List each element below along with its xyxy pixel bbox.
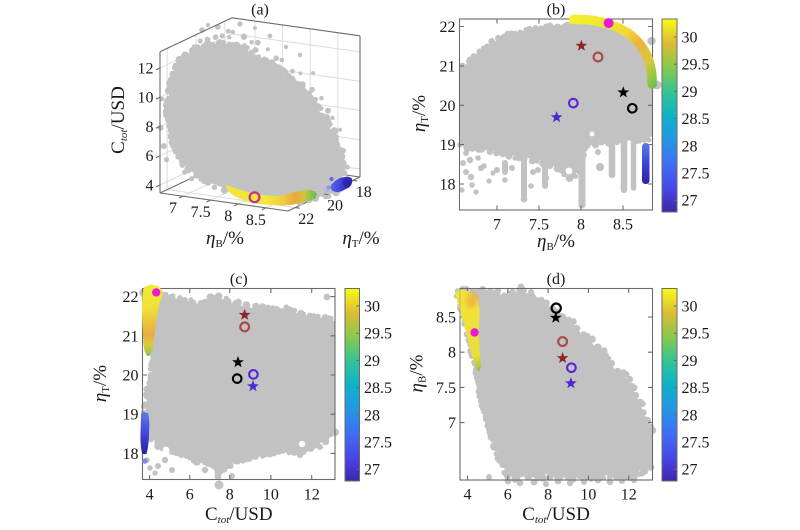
svg-text:28.5: 28.5 xyxy=(682,111,710,128)
svg-text:22: 22 xyxy=(298,211,314,228)
svg-text:8: 8 xyxy=(448,345,456,362)
svg-text:Ctot/USD: Ctot/USD xyxy=(522,504,590,526)
svg-text:7: 7 xyxy=(493,217,501,234)
svg-text:21: 21 xyxy=(123,328,139,345)
svg-text:22: 22 xyxy=(440,19,456,36)
svg-text:28.5: 28.5 xyxy=(682,380,710,397)
svg-text:29.5: 29.5 xyxy=(364,326,392,343)
svg-text:19: 19 xyxy=(123,407,139,424)
svg-text:18: 18 xyxy=(356,184,372,201)
svg-text:10: 10 xyxy=(138,90,154,107)
svg-text:20: 20 xyxy=(123,368,139,385)
svg-text:28: 28 xyxy=(682,138,698,155)
svg-text:29: 29 xyxy=(682,353,698,370)
svg-text:12: 12 xyxy=(304,487,320,504)
svg-text:Ctot/USD: Ctot/USD xyxy=(108,86,130,154)
svg-text:ηT/%: ηT/% xyxy=(342,228,379,250)
svg-text:8: 8 xyxy=(224,208,232,225)
svg-text:21: 21 xyxy=(440,58,456,75)
svg-text:6: 6 xyxy=(146,148,154,165)
svg-text:18: 18 xyxy=(440,177,456,194)
svg-text:29: 29 xyxy=(682,84,698,101)
svg-text:18: 18 xyxy=(123,446,139,463)
svg-text:28.5: 28.5 xyxy=(364,380,392,397)
svg-text:8: 8 xyxy=(577,217,585,234)
svg-text:8: 8 xyxy=(146,119,154,136)
svg-text:29.5: 29.5 xyxy=(682,326,710,343)
svg-text:28: 28 xyxy=(682,407,698,424)
svg-text:20: 20 xyxy=(440,98,456,115)
svg-text:29: 29 xyxy=(364,353,380,370)
svg-text:27: 27 xyxy=(364,462,380,479)
svg-text:27: 27 xyxy=(682,193,698,210)
svg-text:8: 8 xyxy=(226,487,234,504)
svg-text:27.5: 27.5 xyxy=(682,435,710,452)
svg-text:ηB/%: ηB/% xyxy=(537,231,575,253)
svg-text:22: 22 xyxy=(123,289,139,306)
svg-text:(d): (d) xyxy=(547,271,566,288)
svg-text:12: 12 xyxy=(138,60,154,77)
svg-text:7: 7 xyxy=(169,200,177,217)
svg-text:8.5: 8.5 xyxy=(613,217,633,234)
svg-text:4: 4 xyxy=(464,487,472,504)
svg-text:ηB/%: ηB/% xyxy=(407,354,429,392)
svg-text:7: 7 xyxy=(448,415,456,432)
svg-text:12: 12 xyxy=(621,487,637,504)
svg-text:20: 20 xyxy=(327,198,343,215)
svg-text:ηB/%: ηB/% xyxy=(206,228,244,250)
svg-text:30: 30 xyxy=(682,30,698,47)
svg-text:Ctot/USD: Ctot/USD xyxy=(205,504,273,526)
svg-text:6: 6 xyxy=(186,487,194,504)
svg-text:27.5: 27.5 xyxy=(682,166,710,183)
svg-text:(c): (c) xyxy=(230,271,248,288)
svg-text:(a): (a) xyxy=(251,2,269,19)
svg-text:4: 4 xyxy=(146,487,154,504)
svg-text:10: 10 xyxy=(263,487,279,504)
svg-text:7.5: 7.5 xyxy=(436,380,456,397)
svg-text:ηT/%: ηT/% xyxy=(409,95,431,132)
svg-text:30: 30 xyxy=(682,299,698,316)
svg-text:4: 4 xyxy=(146,178,154,195)
svg-text:28: 28 xyxy=(364,407,380,424)
svg-text:19: 19 xyxy=(440,137,456,154)
svg-text:8: 8 xyxy=(544,487,552,504)
svg-text:(b): (b) xyxy=(547,2,566,19)
svg-text:8.5: 8.5 xyxy=(436,310,456,327)
svg-text:7.5: 7.5 xyxy=(191,204,211,221)
svg-text:27: 27 xyxy=(682,462,698,479)
svg-text:8.5: 8.5 xyxy=(246,212,266,229)
svg-text:ηT/%: ηT/% xyxy=(90,365,112,402)
svg-text:6: 6 xyxy=(504,487,512,504)
svg-text:29.5: 29.5 xyxy=(682,57,710,74)
svg-text:7.5: 7.5 xyxy=(529,217,549,234)
svg-text:30: 30 xyxy=(364,299,380,316)
svg-text:27.5: 27.5 xyxy=(364,435,392,452)
svg-text:10: 10 xyxy=(580,487,596,504)
